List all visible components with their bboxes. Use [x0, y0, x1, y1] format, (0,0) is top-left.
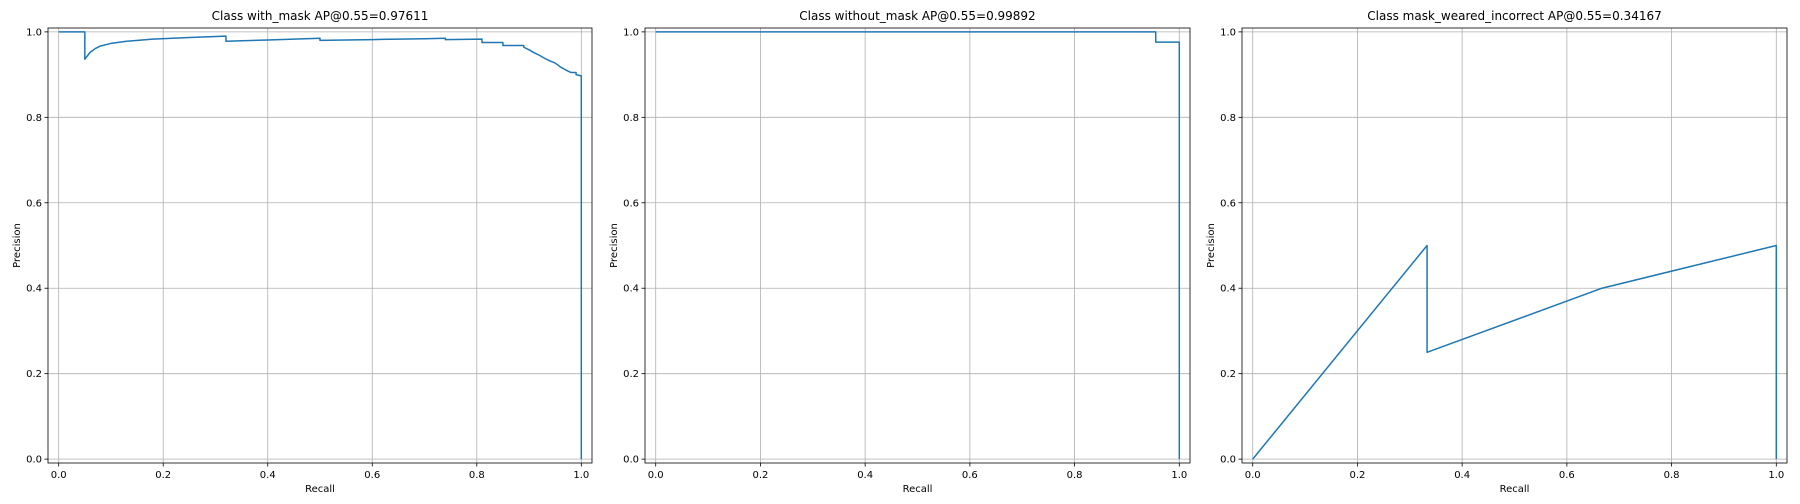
- y-tick-label: 0.0: [26, 455, 42, 466]
- y-tick-label: 0.2: [1220, 369, 1236, 380]
- y-tick-label: 0.8: [1220, 113, 1236, 124]
- chart-title: Class mask_weared_incorrect AP@0.55=0.34…: [1367, 9, 1661, 23]
- x-tick-label: 0.6: [1559, 470, 1575, 481]
- y-tick-label: 1.0: [623, 27, 639, 38]
- y-tick-label: 0.0: [623, 455, 639, 466]
- x-tick-label: 0.4: [857, 470, 873, 481]
- x-tick-label: 0.0: [648, 470, 664, 481]
- y-tick-label: 0.6: [623, 198, 639, 209]
- x-tick-label: 0.4: [1454, 470, 1470, 481]
- x-tick-label: 0.2: [1349, 470, 1365, 481]
- x-tick-label: 1.0: [1171, 470, 1187, 481]
- x-tick-label: 1.0: [1768, 470, 1784, 481]
- x-tick-label: 1.0: [573, 470, 589, 481]
- x-tick-label: 0.2: [155, 470, 171, 481]
- axes-frame: [644, 27, 1191, 464]
- y-tick-label: 0.4: [623, 284, 639, 295]
- pr-curve-line: [58, 31, 583, 460]
- y-tick-label: 0.8: [623, 113, 639, 124]
- x-tick-label: 0.8: [1067, 470, 1083, 481]
- y-axis-label: Precision: [1206, 223, 1217, 268]
- x-axis-label: Recall: [305, 484, 335, 495]
- x-axis-label: Recall: [1500, 484, 1530, 495]
- y-tick-label: 0.4: [26, 284, 42, 295]
- y-tick-label: 0.6: [26, 198, 42, 209]
- x-tick-label: 0.0: [51, 470, 67, 481]
- x-tick-label: 0.2: [752, 470, 768, 481]
- axes-frame: [47, 27, 593, 464]
- y-axis-label: Precision: [609, 223, 620, 268]
- y-tick-label: 1.0: [1220, 27, 1236, 38]
- y-tick-label: 0.4: [1220, 284, 1236, 295]
- x-tick-label: 0.4: [260, 470, 276, 481]
- chart-title: Class with_mask AP@0.55=0.97611: [212, 9, 429, 23]
- x-axis-label: Recall: [903, 484, 933, 495]
- y-tick-label: 0.0: [1220, 455, 1236, 466]
- chart-title: Class without_mask AP@0.55=0.99892: [799, 9, 1035, 23]
- y-tick-label: 0.2: [26, 369, 42, 380]
- subplot-1: 0.0 0.2 0.4 0.6 0.8 1.0 0.0 0.2 0.4 0.6 0.8 1.0 Clas…: [12, 9, 593, 495]
- pr-curve-line: [655, 31, 1181, 460]
- y-tick-label: 1.0: [26, 27, 42, 38]
- subplot-2: 0.0 0.2 0.4 0.6 0.8 1.0 0.0 0.2 0.4 0.6 0.8 1.0 Clas…: [609, 9, 1191, 495]
- pr-curve-line: [1252, 244, 1778, 460]
- x-tick-label: 0.6: [962, 470, 978, 481]
- y-tick-label: 0.6: [1220, 198, 1236, 209]
- x-tick-label: 0.8: [469, 470, 485, 481]
- y-tick-label: 0.2: [623, 369, 639, 380]
- axes-frame: [1241, 27, 1788, 464]
- x-tick-label: 0.8: [1664, 470, 1680, 481]
- x-tick-label: 0.0: [1245, 470, 1261, 481]
- y-tick-label: 0.8: [26, 113, 42, 124]
- subplot-3: 0.0 0.2 0.4 0.6 0.8 1.0 0.0 0.2 0.4 0.6 0.8 1.0 Clas…: [1206, 9, 1788, 495]
- y-axis-label: Precision: [12, 223, 23, 268]
- x-tick-label: 0.6: [364, 470, 380, 481]
